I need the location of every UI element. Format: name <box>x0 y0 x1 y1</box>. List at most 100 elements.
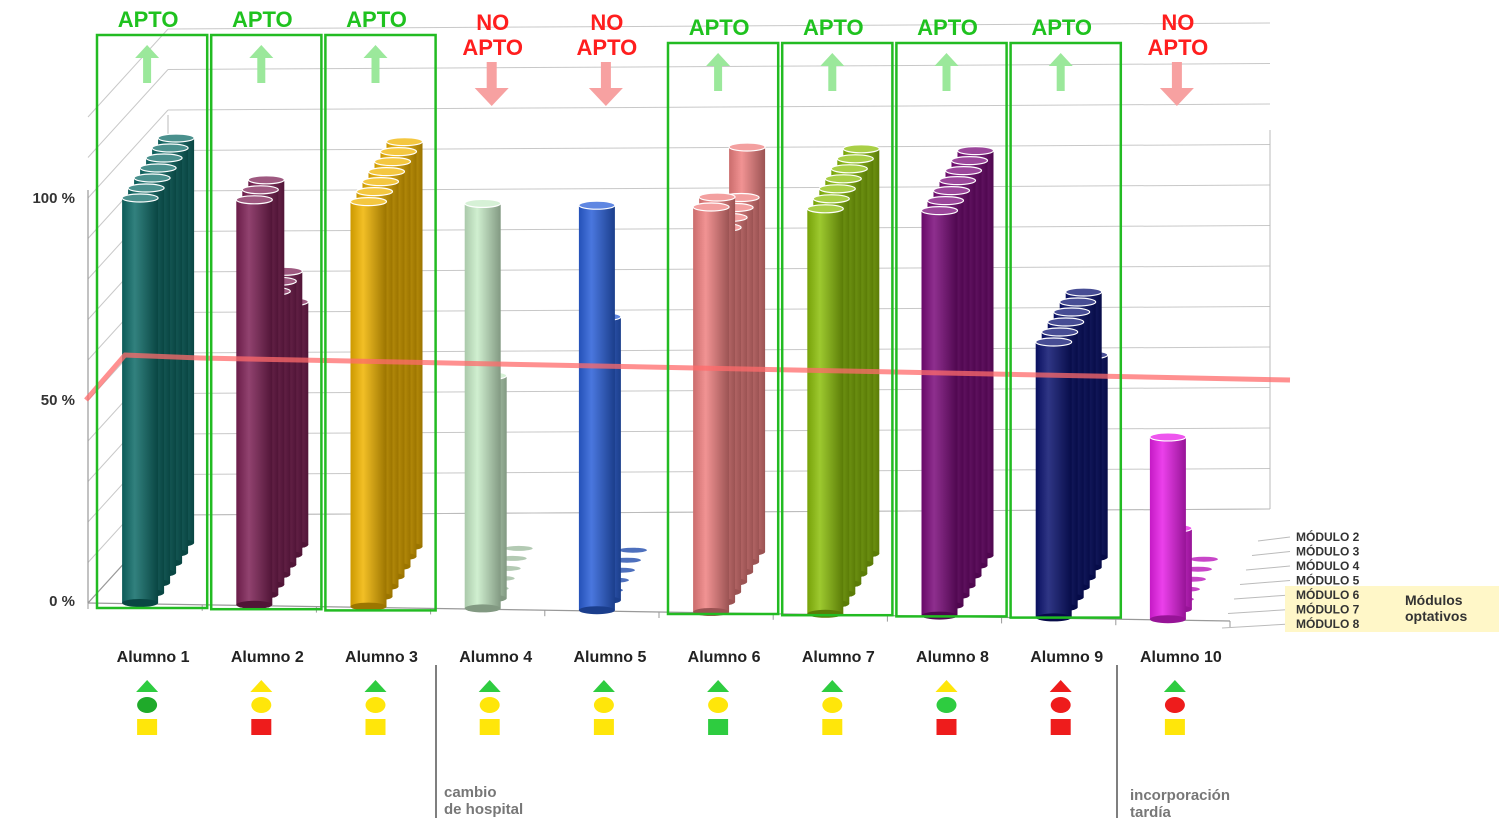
depth-tick <box>1227 609 1291 614</box>
bar-top <box>728 142 766 152</box>
bar-top <box>241 185 279 195</box>
depth-tick <box>1221 623 1291 629</box>
bar-top <box>698 192 736 202</box>
bar-top <box>932 186 971 196</box>
bar-body <box>578 205 615 611</box>
bar-top <box>1047 317 1085 327</box>
depth-tick <box>1251 551 1291 556</box>
note-1-line-2: de hospital <box>444 801 523 818</box>
bar-group-1 <box>121 133 195 607</box>
grid-line-back <box>167 103 1271 111</box>
square-icon <box>479 719 500 735</box>
square-icon <box>1050 719 1071 735</box>
apto-box-7 <box>780 41 894 617</box>
x-tick-label: Alumno 5 <box>573 649 646 666</box>
triangle-icon <box>935 680 958 692</box>
bar-empty-mark <box>1189 556 1218 562</box>
note-2-line-2: tardía <box>1130 804 1172 821</box>
triangle-icon <box>592 680 615 692</box>
square-icon <box>365 719 386 735</box>
bar-top <box>812 194 850 204</box>
bar-top <box>379 147 418 157</box>
bar-base <box>236 600 273 609</box>
y-tick-label: 0 % <box>49 593 75 610</box>
circle-icon <box>251 697 272 713</box>
square-icon <box>251 719 272 735</box>
y-tick-label: 100 % <box>32 190 75 207</box>
icon-stack-8 <box>935 680 958 735</box>
grid-line-back <box>167 22 1271 30</box>
bar-group-8 <box>920 146 995 620</box>
bar-group-5 <box>578 200 647 615</box>
status-label-4-b: APTO <box>462 35 523 60</box>
bar-top <box>247 175 285 185</box>
apto-box-6 <box>666 41 780 616</box>
x-tick-label: Alumno 9 <box>1030 649 1103 666</box>
triangle-icon <box>707 680 730 692</box>
notes: cambio de hospital incorporación tardía <box>435 665 1230 821</box>
bar-group-6 <box>692 142 766 616</box>
optional-modules-label-2: optativos <box>1405 608 1467 624</box>
bar-body <box>350 201 387 607</box>
bar-top <box>818 184 856 194</box>
status-label-1: APTO <box>118 7 179 32</box>
down-arrow-icon <box>1159 62 1194 106</box>
bar-body <box>1035 342 1072 618</box>
apto-box-9 <box>1009 41 1123 619</box>
depth-tick <box>1245 565 1291 571</box>
chart-bars <box>121 133 1218 624</box>
bar-group-3 <box>349 137 424 611</box>
square-icon <box>708 719 729 735</box>
grid-line-side <box>87 69 169 158</box>
up-arrow-icon <box>135 45 160 83</box>
down-arrow-icon <box>474 62 509 106</box>
depth-label: MÓDULO 6 <box>1296 587 1360 602</box>
bar-top <box>692 202 730 212</box>
up-arrow-icon <box>706 53 731 91</box>
bar-top <box>151 143 189 153</box>
up-arrow-icon <box>1048 53 1073 91</box>
bar-top <box>121 193 159 203</box>
bar-top <box>157 133 195 143</box>
bar-top <box>950 156 989 166</box>
grid-line-back <box>167 184 1271 192</box>
bar-top <box>956 146 995 156</box>
bar-top <box>842 144 880 154</box>
x-tick-label: Alumno 8 <box>916 649 989 666</box>
bar-empty-mark <box>618 547 647 553</box>
square-icon <box>822 719 843 735</box>
optional-modules-highlight <box>1285 586 1499 632</box>
bar-top <box>836 154 874 164</box>
bar-top <box>367 167 406 177</box>
depth-label: MÓDULO 7 <box>1296 602 1360 617</box>
status-label-10-a: NO <box>1161 10 1194 35</box>
grid-line-side <box>87 28 169 118</box>
bar-group-7 <box>806 144 880 618</box>
icon-stack-3 <box>364 680 387 735</box>
x-tick-label: Alumno 6 <box>688 649 761 666</box>
bar-top <box>133 173 171 183</box>
status-label-3: APTO <box>346 7 407 32</box>
bar-body <box>693 207 730 612</box>
bar-top <box>578 200 616 210</box>
circle-icon <box>1164 697 1185 713</box>
bar-group-4 <box>464 198 533 613</box>
bar-base <box>464 604 501 613</box>
icon-rows <box>136 680 1186 735</box>
apto-box-2 <box>209 33 323 611</box>
depth-tick <box>1257 536 1291 542</box>
depth-tick <box>1233 594 1291 600</box>
bar-top <box>938 176 977 186</box>
down-arrow-icon <box>588 62 623 106</box>
bar-body <box>807 208 844 614</box>
bar-top <box>139 163 177 173</box>
triangle-icon <box>136 680 159 692</box>
threshold-line <box>84 352 1291 402</box>
icon-stack-5 <box>592 680 615 735</box>
up-arrow-icon <box>363 45 388 83</box>
bar-top <box>464 198 502 208</box>
bar-base <box>350 602 387 611</box>
apto-box-8 <box>895 41 1008 618</box>
up-arrow-icon <box>249 45 274 83</box>
